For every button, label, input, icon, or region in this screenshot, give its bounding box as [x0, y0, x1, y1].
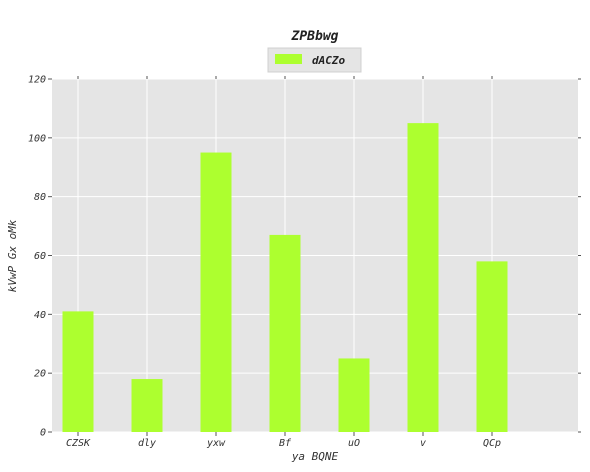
y-tick-label: 20 — [34, 369, 46, 380]
x-tick-label: uO — [348, 438, 360, 449]
y-tick-label: 40 — [34, 310, 46, 321]
bar — [338, 358, 370, 432]
x-axis-label: ya BQNE — [291, 450, 339, 463]
legend: dACZo — [267, 47, 362, 73]
legend-label: dACZo — [312, 54, 345, 67]
bar — [269, 234, 301, 432]
y-tick-label: 60 — [34, 251, 46, 262]
x-tick-label: v — [420, 438, 426, 449]
y-tick-label: 80 — [34, 192, 46, 203]
x-tick-label: QCp — [483, 438, 501, 449]
y-axis: 0 20 40 60 80 100 120 — [28, 75, 581, 439]
y-tick-label: 100 — [28, 133, 46, 144]
x-axis: CZSK dly yxw Bf uO v QCp — [66, 76, 501, 449]
x-tick-label: yxw — [206, 438, 226, 449]
x-tick-label: CZSK — [66, 438, 91, 449]
y-tick-label: 120 — [28, 75, 46, 86]
legend-swatch — [275, 54, 302, 64]
y-axis-label: kVwP Gx oMk — [6, 219, 19, 292]
x-tick-label: Bf — [279, 438, 292, 449]
bars — [62, 123, 508, 432]
chart-title: ZPBbwg — [291, 29, 339, 44]
y-tick-label: 0 — [40, 428, 46, 439]
bar — [131, 379, 163, 432]
bar — [62, 311, 94, 432]
bar — [200, 152, 232, 432]
bar — [476, 261, 508, 432]
bar — [407, 123, 439, 432]
x-tick-label: dly — [138, 438, 156, 449]
